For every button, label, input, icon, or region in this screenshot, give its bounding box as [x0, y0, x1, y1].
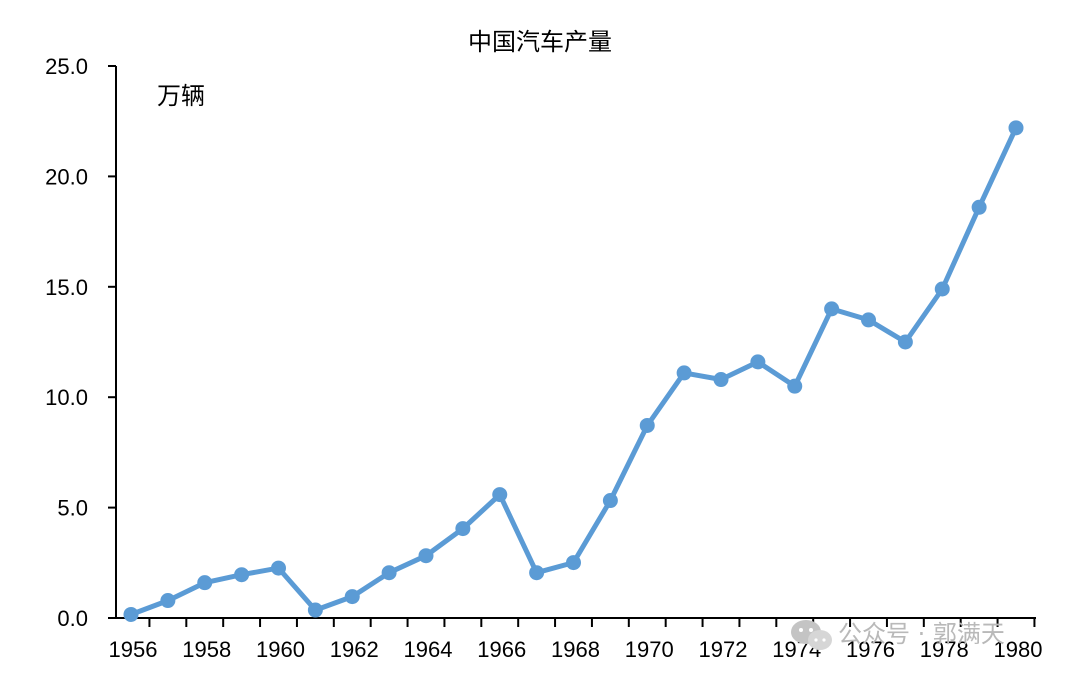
unit-label: 万辆	[157, 82, 205, 110]
x-tick-label: 1962	[330, 637, 379, 662]
x-tick-label: 1980	[994, 637, 1043, 662]
series-layer	[123, 120, 1024, 622]
watermark-text: 公众号 · 郭满天	[838, 620, 1005, 648]
x-tick-label: 1978	[920, 637, 969, 662]
data-point	[455, 521, 471, 537]
data-point	[123, 606, 139, 622]
data-point	[344, 589, 360, 605]
data-point	[861, 312, 876, 328]
y-tick-label: 0.0	[57, 606, 88, 631]
x-tick-label: 1964	[404, 637, 453, 662]
data-point	[824, 301, 840, 317]
data-point	[750, 354, 766, 370]
x-tick-label: 1956	[109, 637, 158, 662]
data-point	[934, 281, 950, 297]
data-point	[602, 493, 618, 509]
x-tick-label: 1976	[846, 637, 895, 662]
data-point	[713, 372, 729, 388]
data-point	[234, 567, 250, 583]
series-line	[128, 125, 1019, 617]
x-tick-label: 1972	[699, 637, 748, 662]
data-point	[676, 365, 692, 381]
wechat-icon	[791, 620, 832, 650]
y-tick-label: 15.0	[45, 275, 88, 300]
data-point	[529, 565, 545, 581]
data-point	[307, 602, 323, 618]
x-tick-label: 1960	[256, 637, 305, 662]
y-tick-label: 25.0	[45, 54, 88, 79]
data-point	[787, 378, 803, 394]
x-tick-label: 1970	[625, 637, 674, 662]
data-point	[381, 565, 397, 581]
data-point	[492, 487, 508, 503]
data-point	[197, 575, 213, 591]
data-point	[897, 334, 913, 350]
y-tick-label: 20.0	[45, 164, 88, 189]
x-tick-label: 1968	[551, 637, 600, 662]
data-point	[418, 548, 434, 564]
y-tick-label: 5.0	[57, 496, 88, 521]
data-point	[271, 560, 286, 576]
y-axis-ticks: 0.0 5.0 10.0 15.0 20.0 25.0	[45, 54, 116, 631]
data-point	[639, 417, 655, 433]
y-tick-label: 10.0	[45, 385, 88, 410]
x-tick-label: 1958	[182, 637, 231, 662]
x-tick-label: 1966	[477, 637, 526, 662]
data-point	[1008, 120, 1024, 136]
chart-title: 中国汽车产量	[468, 28, 612, 56]
watermark: 公众号 · 郭满天	[791, 620, 1005, 650]
data-point	[971, 199, 987, 215]
data-point	[160, 593, 176, 609]
x-axis-ticks: 1956 1958 1960 1962 1964 1966 1968 1970 1972 1974…	[109, 618, 1043, 662]
data-point	[566, 555, 581, 571]
